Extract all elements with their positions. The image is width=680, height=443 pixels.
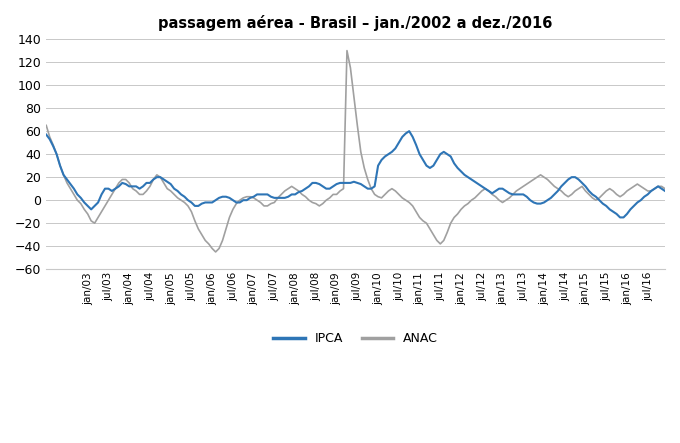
Legend: IPCA, ANAC: IPCA, ANAC	[269, 327, 443, 350]
Title: passagem aérea - Brasil – jan./2002 a dez./2016: passagem aérea - Brasil – jan./2002 a de…	[158, 15, 553, 31]
